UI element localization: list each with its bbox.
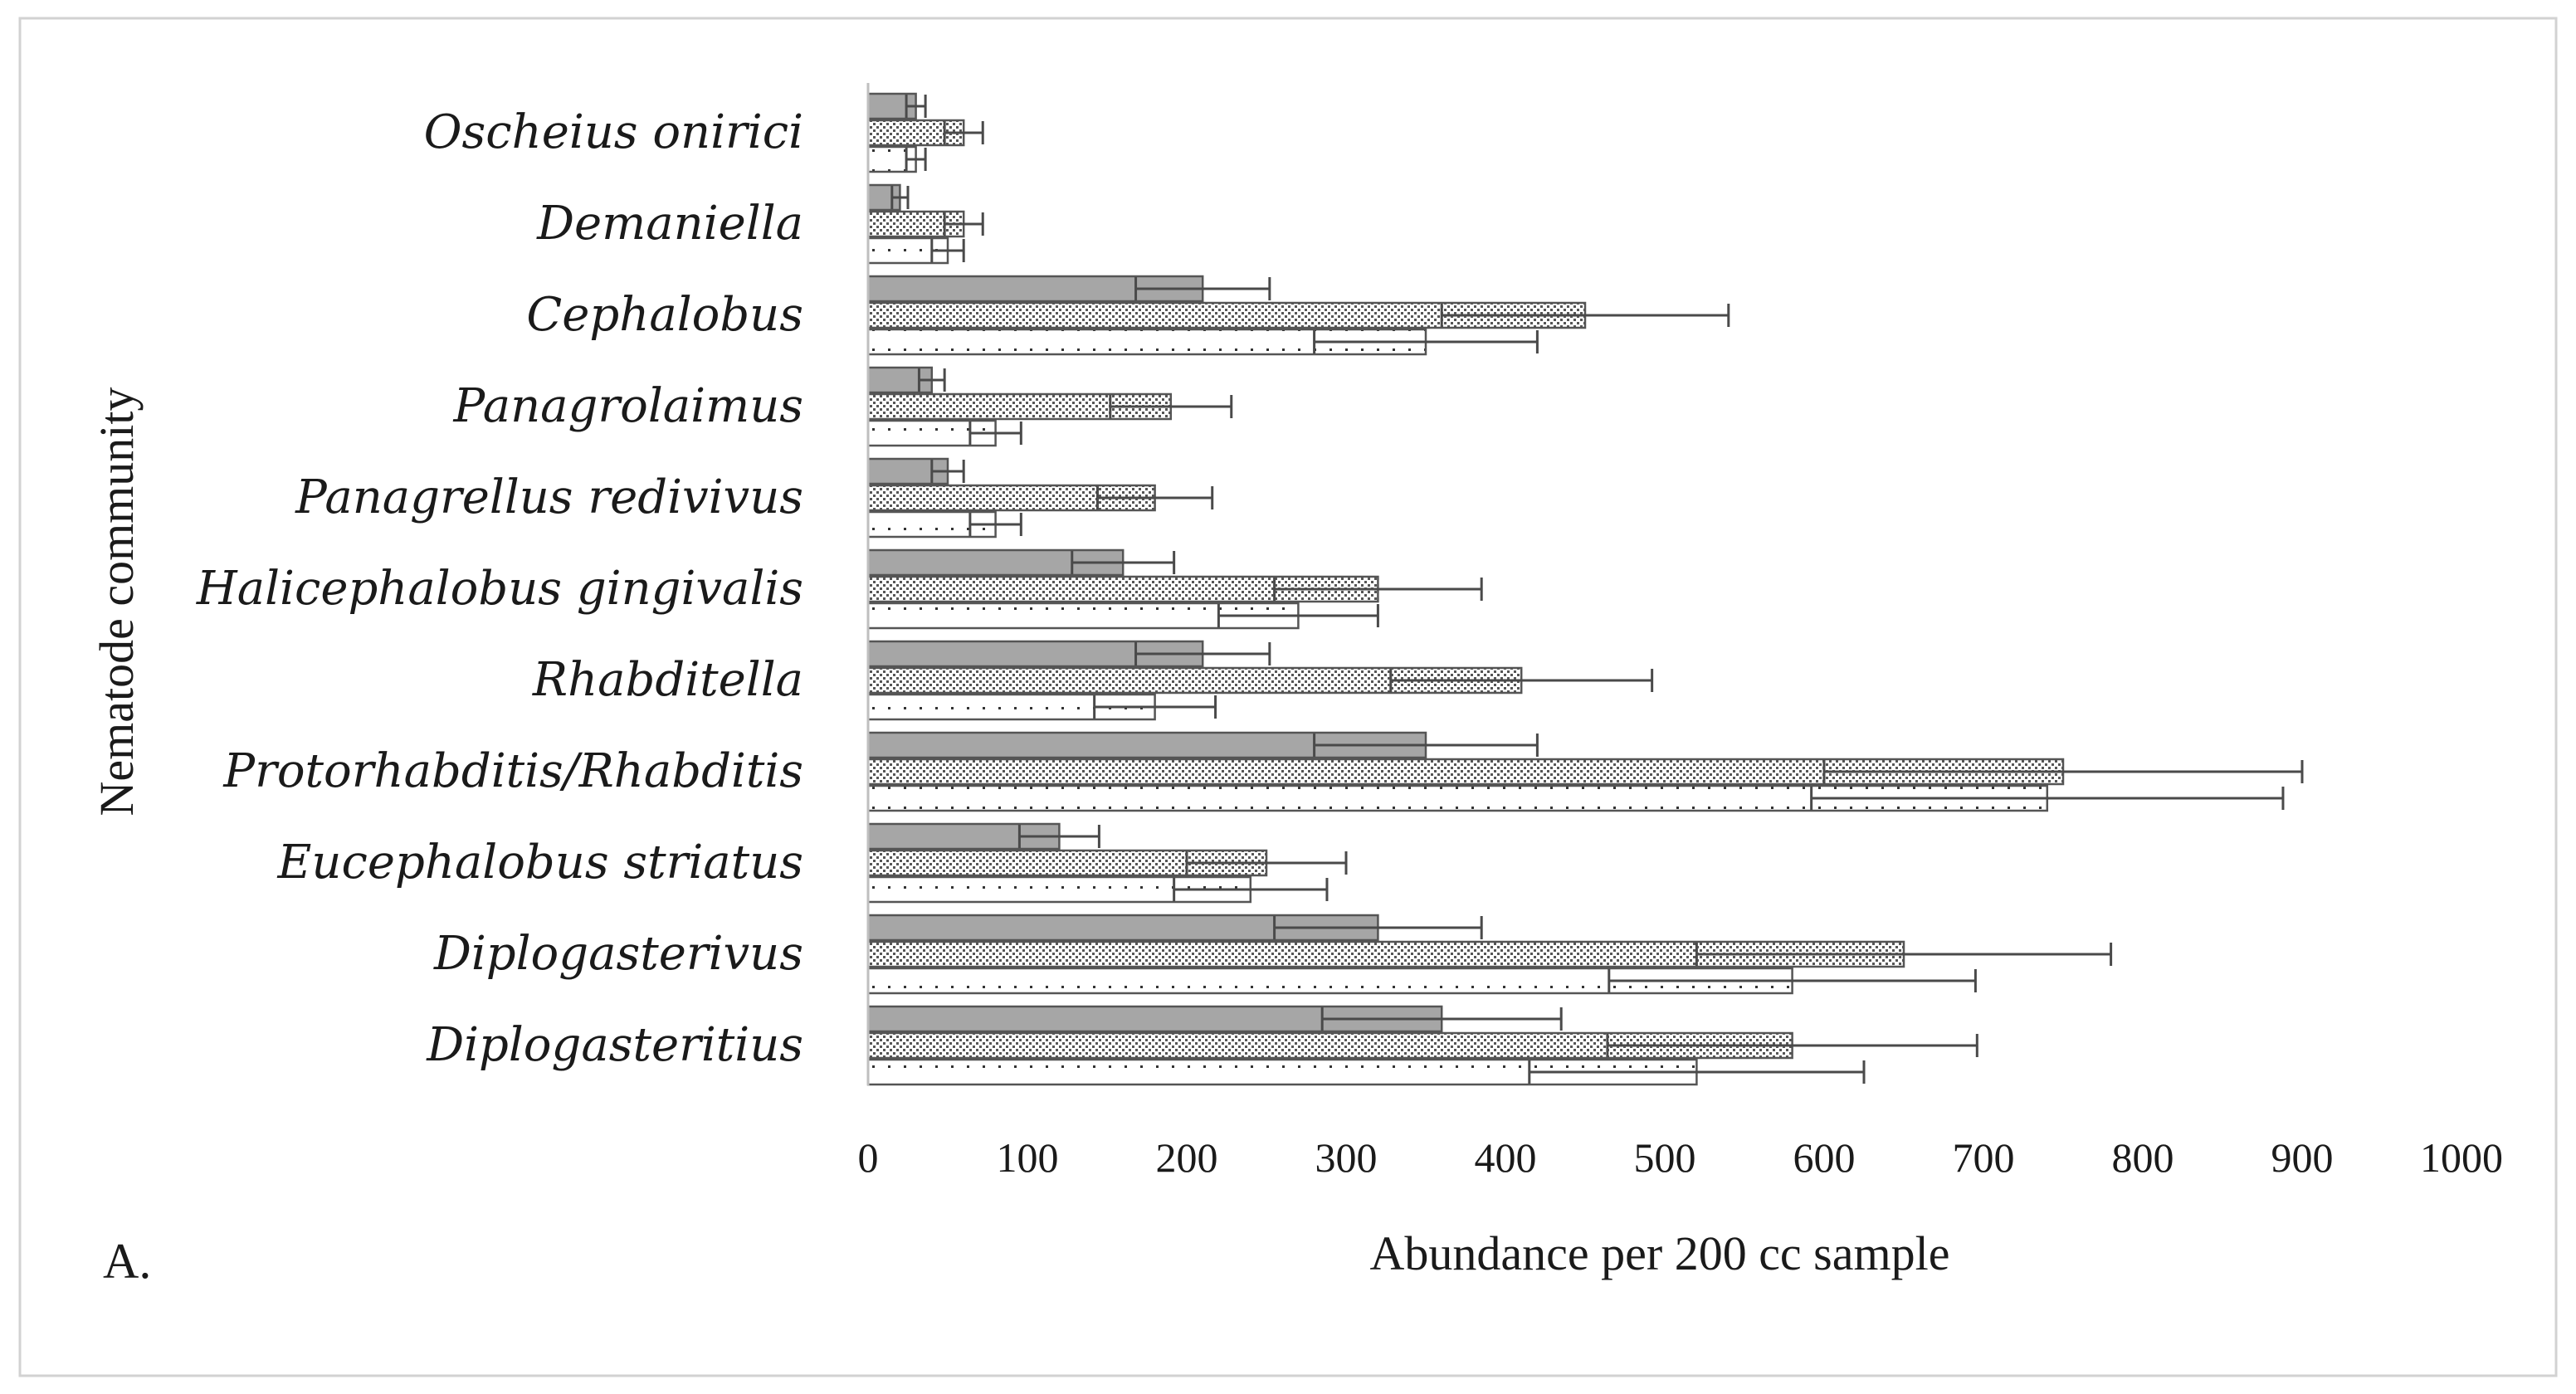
error-bar-3 (1528, 1060, 1866, 1084)
error-bar-2 (1095, 486, 1214, 509)
error-bar-2 (1109, 395, 1233, 418)
y-axis-title: Nematode community (90, 387, 144, 816)
error-bar-1 (1071, 551, 1176, 574)
category-label: Diplogasteritius (426, 1018, 803, 1072)
error-bar-1 (1313, 734, 1539, 757)
error-bar-1 (1017, 825, 1100, 848)
error-bar-2 (943, 212, 984, 236)
x-tick-label: 1000 (2420, 1134, 2503, 1181)
x-tick-label: 400 (1475, 1134, 1537, 1181)
error-bar-2 (1440, 304, 1730, 327)
chart-frame (18, 17, 2558, 1377)
error-bar-3 (1093, 695, 1217, 719)
x-tick-label: 700 (1953, 1134, 2015, 1181)
category-label: Protorhabditis/Rhabditis (222, 744, 803, 798)
panel-label: A. (103, 1234, 151, 1289)
error-bar-1 (1273, 916, 1483, 939)
error-bar-1 (905, 95, 927, 118)
error-bar-2 (1606, 1034, 1978, 1057)
error-bar-3 (1173, 878, 1329, 901)
error-bar-2 (1822, 760, 2304, 783)
category-label: Eucephalobus striatus (277, 836, 803, 890)
x-tick-label: 0 (858, 1134, 879, 1181)
category-label: Oscheius onirici (424, 105, 803, 159)
error-bar-1 (930, 460, 965, 483)
category-labels: Oscheius onirici Demaniella Cephalobus Pana… (196, 105, 803, 1072)
x-tick-label: 500 (1634, 1134, 1696, 1181)
x-tick-labels: 0 100 200 300 400 500 600 700 800 900 1000 (858, 1134, 2504, 1181)
error-bar-3 (968, 513, 1022, 536)
error-bar-1 (1134, 277, 1271, 300)
category-label: Cephalobus (526, 288, 803, 342)
error-bar-3 (1313, 330, 1539, 353)
error-bar-3 (1810, 787, 2285, 810)
error-bar-3 (905, 148, 927, 171)
x-tick-label: 600 (1793, 1134, 1856, 1181)
x-tick-label: 200 (1156, 1134, 1218, 1181)
x-tick-label: 900 (2271, 1134, 2334, 1181)
error-bar-2 (1273, 578, 1483, 601)
category-label: Rhabditella (532, 653, 803, 707)
error-bar-3 (968, 422, 1022, 445)
x-axis-title: Abundance per 200 cc sample (1370, 1226, 1950, 1280)
error-bars-layer (890, 95, 2304, 1084)
category-label: Diplogasterivus (433, 927, 803, 981)
error-bar-2 (1185, 851, 1348, 875)
error-bar-1 (1320, 1007, 1563, 1031)
x-tick-label: 300 (1315, 1134, 1378, 1181)
x-tick-label: 800 (2112, 1134, 2174, 1181)
error-bar-3 (1217, 604, 1379, 627)
error-bar-1 (917, 368, 946, 392)
category-label: Halicephalobus gingivalis (196, 562, 803, 616)
category-label: Demaniella (536, 197, 803, 251)
category-label: Panagrolaimus (453, 379, 803, 433)
category-label: Panagrellus redivivus (295, 470, 803, 524)
error-bar-3 (930, 239, 965, 262)
error-bar-1 (1134, 642, 1271, 665)
error-bar-1 (890, 186, 910, 209)
error-bar-3 (1608, 969, 1977, 992)
error-bar-2 (1389, 669, 1654, 692)
x-tick-label: 100 (997, 1134, 1059, 1181)
error-bar-2 (943, 121, 984, 144)
error-bar-2 (1695, 943, 2113, 966)
